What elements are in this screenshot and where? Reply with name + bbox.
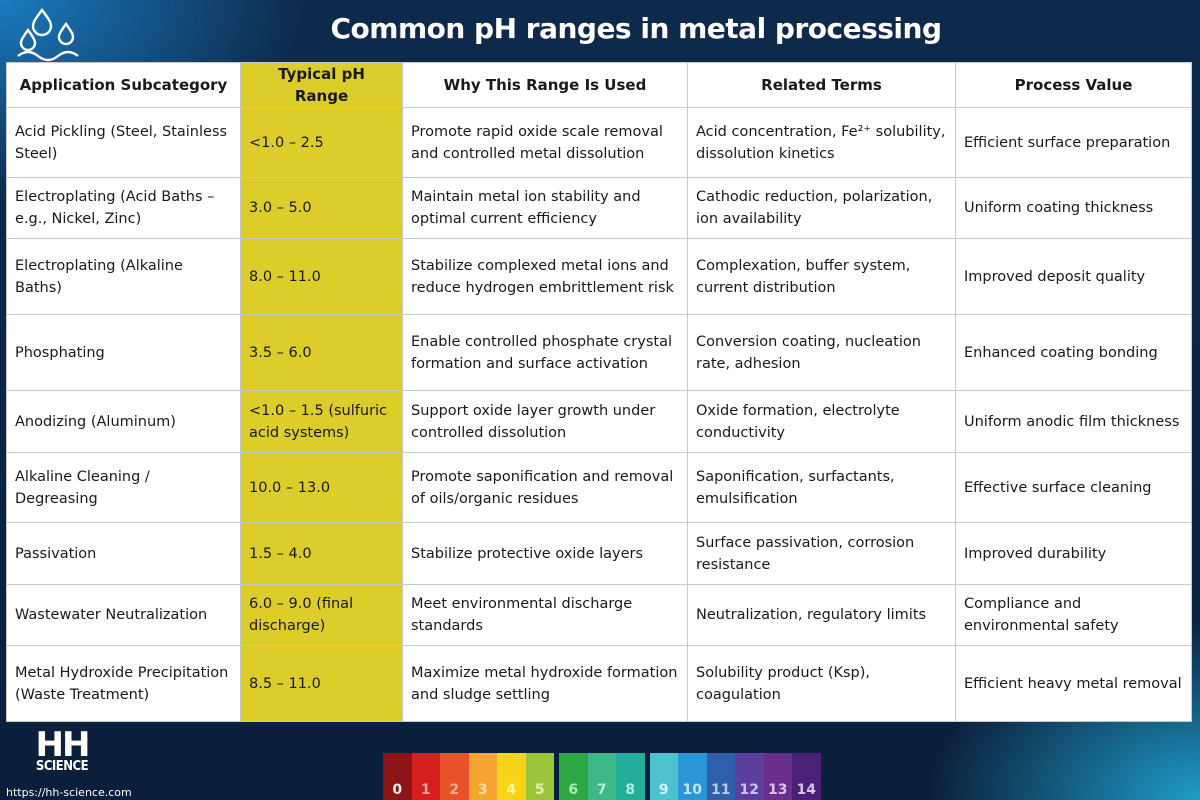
cell-process-value: Improved deposit quality bbox=[955, 238, 1192, 315]
ph-scale-box: 0 bbox=[383, 753, 412, 800]
ph-scale-label: 10 bbox=[682, 782, 702, 798]
cell-why: Stabilize complexed metal ions and reduc… bbox=[402, 238, 688, 315]
table-row: Alkaline Cleaning / Degreasing 10.0 – 13… bbox=[6, 452, 1192, 523]
cell-why: Support oxide layer growth under control… bbox=[402, 390, 688, 453]
cell-application: Electroplating (Acid Baths – e.g., Nicke… bbox=[6, 177, 241, 239]
cell-ph-range: 8.5 – 11.0 bbox=[240, 645, 403, 722]
cell-application: Acid Pickling (Steel, Stainless Steel) bbox=[6, 107, 241, 178]
table-row: Metal Hydroxide Precipitation (Waste Tre… bbox=[6, 645, 1192, 722]
ph-scale-box: 12 bbox=[735, 753, 764, 800]
water-drops-icon bbox=[17, 7, 79, 62]
ph-scale-box: 8 bbox=[616, 753, 645, 800]
table-row: Electroplating (Acid Baths – e.g., Nicke… bbox=[6, 177, 1192, 239]
table-row: Electroplating (Alkaline Baths) 8.0 – 11… bbox=[6, 238, 1192, 315]
cell-related-terms: Complexation, buffer system, current dis… bbox=[687, 238, 956, 315]
cell-ph-range: <1.0 – 2.5 bbox=[240, 107, 403, 178]
page-title: Common pH ranges in metal processing bbox=[330, 12, 942, 45]
ph-scale-label: 0 bbox=[392, 782, 403, 798]
cell-why: Maximize metal hydroxide formation and s… bbox=[402, 645, 688, 722]
cell-ph-range: 8.0 – 11.0 bbox=[240, 238, 403, 315]
header-application: Application Subcategory bbox=[6, 62, 241, 108]
ph-scale-label: 6 bbox=[568, 782, 579, 798]
header-process-value: Process Value bbox=[955, 62, 1192, 108]
cell-why: Meet environmental discharge standards bbox=[402, 584, 688, 646]
website-url: https://hh-science.com bbox=[6, 786, 132, 799]
cell-process-value: Uniform anodic film thickness bbox=[955, 390, 1192, 453]
cell-process-value: Uniform coating thickness bbox=[955, 177, 1192, 239]
cell-related-terms: Solubility product (Ksp), coagulation bbox=[687, 645, 956, 722]
table-row: Phosphating 3.5 – 6.0 Enable controlled … bbox=[6, 314, 1192, 391]
cell-application: Wastewater Neutralization bbox=[6, 584, 241, 646]
cell-related-terms: Neutralization, regulatory limits bbox=[687, 584, 956, 646]
cell-why: Maintain metal ion stability and optimal… bbox=[402, 177, 688, 239]
cell-application: Passivation bbox=[6, 522, 241, 585]
logo-hh: HH bbox=[35, 725, 91, 765]
table-row: Acid Pickling (Steel, Stainless Steel) <… bbox=[6, 107, 1192, 178]
ph-scale-box: 13 bbox=[763, 753, 792, 800]
cell-ph-range: 3.0 – 5.0 bbox=[240, 177, 403, 239]
cell-ph-range: 6.0 – 9.0 (final discharge) bbox=[240, 584, 403, 646]
ph-scale-box: 1 bbox=[411, 753, 440, 800]
ph-scale-box: 2 bbox=[440, 753, 469, 800]
header-ph-range: Typical pH Range bbox=[240, 62, 403, 108]
table-header-row: Application Subcategory Typical pH Range… bbox=[6, 62, 1192, 108]
ph-scale-box: 5 bbox=[525, 753, 554, 800]
cell-process-value: Efficient heavy metal removal bbox=[955, 645, 1192, 722]
cell-related-terms: Oxide formation, electrolyte conductivit… bbox=[687, 390, 956, 453]
hh-science-logo: HH SCIENCE bbox=[30, 725, 94, 774]
cell-related-terms: Surface passivation, corrosion resistanc… bbox=[687, 522, 956, 585]
cell-why: Enable controlled phosphate crystal form… bbox=[402, 314, 688, 391]
ph-scale-label: 12 bbox=[739, 782, 759, 798]
ph-scale-label: 1 bbox=[420, 782, 431, 798]
cell-process-value: Enhanced coating bonding bbox=[955, 314, 1192, 391]
ph-scale-label: 2 bbox=[449, 782, 460, 798]
ph-scale-label: 13 bbox=[768, 782, 788, 798]
cell-process-value: Efficient surface preparation bbox=[955, 107, 1192, 178]
ph-ranges-table: Application Subcategory Typical pH Range… bbox=[6, 62, 1192, 722]
cell-why: Promote saponification and removal of oi… bbox=[402, 452, 688, 523]
cell-ph-range: 10.0 – 13.0 bbox=[240, 452, 403, 523]
cell-ph-range: 1.5 – 4.0 bbox=[240, 522, 403, 585]
cell-application: Electroplating (Alkaline Baths) bbox=[6, 238, 241, 315]
ph-scale-label: 9 bbox=[658, 782, 669, 798]
table-row: Wastewater Neutralization 6.0 – 9.0 (fin… bbox=[6, 584, 1192, 646]
cell-application: Anodizing (Aluminum) bbox=[6, 390, 241, 453]
ph-scale-box: 14 bbox=[792, 753, 821, 800]
cell-application: Alkaline Cleaning / Degreasing bbox=[6, 452, 241, 523]
cell-related-terms: Saponification, surfactants, emulsificat… bbox=[687, 452, 956, 523]
cell-process-value: Compliance and environmental safety bbox=[955, 584, 1192, 646]
cell-why: Promote rapid oxide scale removal and co… bbox=[402, 107, 688, 178]
cell-ph-range: 3.5 – 6.0 bbox=[240, 314, 403, 391]
cell-why: Stabilize protective oxide layers bbox=[402, 522, 688, 585]
header-related-terms: Related Terms bbox=[687, 62, 956, 108]
ph-scale-label: 7 bbox=[596, 782, 607, 798]
header-why: Why This Range Is Used bbox=[402, 62, 688, 108]
cell-application: Metal Hydroxide Precipitation (Waste Tre… bbox=[6, 645, 241, 722]
ph-scale-box: 6 bbox=[559, 753, 588, 800]
ph-scale-box: 7 bbox=[587, 753, 616, 800]
ph-scale-box: 9 bbox=[649, 753, 678, 800]
logo-science: SCIENCE bbox=[35, 759, 89, 774]
ph-scale-label: 11 bbox=[711, 782, 731, 798]
ph-scale-box: 3 bbox=[468, 753, 497, 800]
cell-related-terms: Cathodic reduction, polarization, ion av… bbox=[687, 177, 956, 239]
table-row: Anodizing (Aluminum) <1.0 – 1.5 (sulfuri… bbox=[6, 390, 1192, 453]
table-row: Passivation 1.5 – 4.0 Stabilize protecti… bbox=[6, 522, 1192, 585]
cell-related-terms: Acid concentration, Fe²⁺ solubility, dis… bbox=[687, 107, 956, 178]
ph-scale-box: 4 bbox=[497, 753, 526, 800]
ph-scale-box: 10 bbox=[678, 753, 707, 800]
ph-scale-box: 11 bbox=[706, 753, 735, 800]
cell-ph-range: <1.0 – 1.5 (sulfuric acid systems) bbox=[240, 390, 403, 453]
ph-scale-label: 8 bbox=[625, 782, 636, 798]
ph-scale: 0 1 2 3 4 5 6 7 8 9 10 11 12 13 14 bbox=[383, 753, 821, 800]
cell-process-value: Effective surface cleaning bbox=[955, 452, 1192, 523]
cell-application: Phosphating bbox=[6, 314, 241, 391]
ph-scale-label: 14 bbox=[796, 782, 816, 798]
cell-process-value: Improved durability bbox=[955, 522, 1192, 585]
ph-scale-label: 4 bbox=[506, 782, 517, 798]
ph-scale-label: 3 bbox=[477, 782, 488, 798]
ph-scale-label: 5 bbox=[534, 782, 545, 798]
cell-related-terms: Conversion coating, nucleation rate, adh… bbox=[687, 314, 956, 391]
